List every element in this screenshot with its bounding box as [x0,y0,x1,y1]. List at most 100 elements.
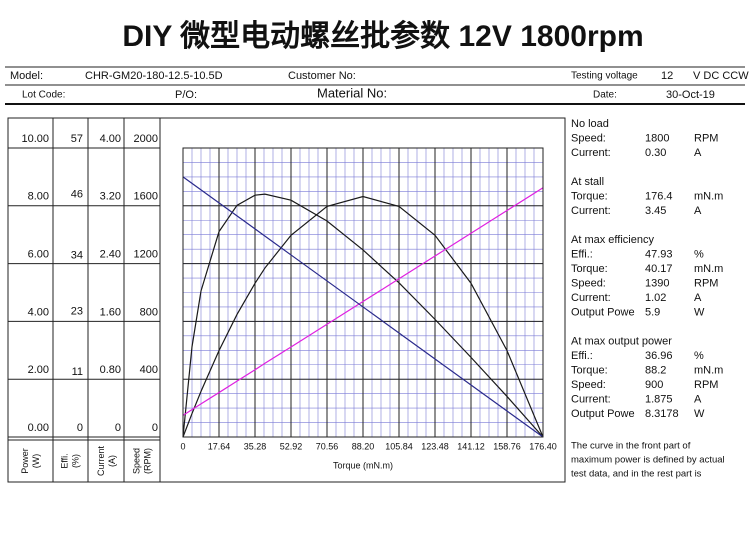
label: Model: [10,70,43,82]
label: Material No: [317,85,387,100]
spec-unit: RPM [694,132,718,144]
note: The curve in the front part of [571,441,691,452]
x-tick-label: 35.28 [244,441,267,451]
spec-label: Effi.: [571,248,593,260]
y-tick-label: 8.00 [28,191,49,203]
y-tick-label: 3.20 [100,191,121,203]
curve [182,187,544,416]
spec-value: 1.02 [645,292,666,304]
y-axis-unit: (RPM) [142,448,152,474]
spec-unit: RPM [694,277,718,289]
y-tick-label: 4.00 [28,306,49,318]
y-tick-label: 46 [71,189,83,201]
spec-value: 5.9 [645,306,660,318]
x-tick-label: 70.56 [316,441,339,451]
spec-label: Speed: [571,277,606,289]
y-tick-label: 57 [71,133,83,145]
section-title: At max efficiency [571,234,654,246]
y-tick-label: 400 [140,364,158,376]
spec-label: Torque: [571,263,608,275]
spec-value: 3.45 [645,205,666,217]
spec-value: 1.875 [645,393,673,405]
x-tick-label: 141.12 [457,441,485,451]
spec-unit: A [694,292,702,304]
spec-value: 900 [645,379,663,391]
spec-unit: W [694,408,705,420]
spec-value: 1390 [645,277,669,289]
spec-unit: W [694,306,705,318]
plot-frame [182,147,544,438]
spec-unit: A [694,393,702,405]
spec-label: Speed: [571,132,606,144]
y-axis-label: Speed [131,448,141,474]
y-tick-label: 6.00 [28,249,49,261]
spec-label: Current: [571,393,611,405]
x-tick-label: 52.92 [280,441,303,451]
spec-value: 40.17 [645,263,673,275]
x-tick-label: 0 [180,441,185,451]
spec-value: 47.93 [645,248,673,260]
y-tick-label: 4.00 [100,133,121,145]
spec-label: Output Powe [571,408,635,420]
spec-label: Effi.: [571,350,593,362]
y-tick-label: 1200 [134,249,158,261]
title: DIY 微型电动螺丝批参数 12V 1800rpm [122,20,643,53]
label: P/O: [175,89,197,101]
y-tick-label: 0 [115,422,121,434]
y-axis-unit: (W) [31,454,41,469]
spec-value: 176.4 [645,190,673,202]
spec-label: Output Powe [571,306,635,318]
y-tick-label: 2000 [134,133,158,145]
x-axis-label: Torque (mN.m) [333,460,393,470]
label: Testing voltage [571,71,638,82]
y-axis-label: Current [96,445,106,476]
value: 12 [661,70,673,82]
value: V DC CCW [693,70,749,82]
curve [182,176,544,438]
spec-label: Torque: [571,190,608,202]
x-tick-label: 105.84 [385,441,413,451]
spec-unit: RPM [694,379,718,391]
spec-value: 36.96 [645,350,673,362]
y-tick-label: 10.00 [21,133,49,145]
label: Lot Code: [22,90,65,101]
spec-label: Torque: [571,364,608,376]
y-tick-label: 34 [71,250,83,262]
spec-unit: mN.m [694,190,723,202]
spec-label: Current: [571,147,611,159]
x-tick-label: 123.48 [421,441,449,451]
section-title: At max output power [571,335,672,347]
spec-unit: mN.m [694,263,723,275]
section-title: No load [571,118,609,130]
y-tick-label: 23 [71,305,83,317]
y-tick-label: 0 [77,422,83,434]
spec-unit: A [694,205,702,217]
label: Customer No: [288,70,356,82]
section-title: At stall [571,176,604,188]
y-tick-label: 11 [72,366,83,378]
y-axis-unit: (A) [107,455,117,467]
y-tick-label: 2.40 [100,249,121,261]
y-tick-label: 0 [152,422,158,434]
value: 30-Oct-19 [666,89,715,101]
y-tick-label: 1600 [134,191,158,203]
y-tick-label: 0.80 [100,364,121,376]
y-axis-label: Power [20,448,30,474]
spec-label: Current: [571,205,611,217]
spec-unit: % [694,350,704,362]
spec-value: 8.3178 [645,408,679,420]
spec-unit: mN.m [694,364,723,376]
note: test data, and in the rest part is [571,469,702,480]
x-tick-label: 176.40 [529,441,557,451]
x-tick-label: 17.64 [208,441,231,451]
y-tick-label: 0.00 [28,422,49,434]
x-tick-label: 88.20 [352,441,375,451]
y-tick-label: 2.00 [28,364,49,376]
spec-unit: A [694,147,702,159]
y-axis-unit: (%) [70,454,80,468]
y-tick-label: 1.60 [100,306,121,318]
x-tick-label: 158.76 [493,441,521,451]
spec-unit: % [694,248,704,260]
